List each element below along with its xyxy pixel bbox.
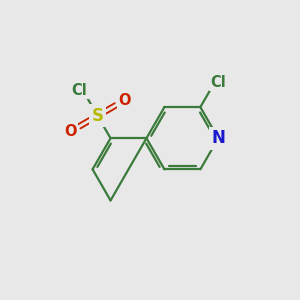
Text: O: O xyxy=(118,92,131,107)
Text: Cl: Cl xyxy=(210,75,226,90)
Text: S: S xyxy=(92,107,104,125)
Text: N: N xyxy=(212,129,225,147)
Text: O: O xyxy=(64,124,76,139)
Text: Cl: Cl xyxy=(72,83,87,98)
